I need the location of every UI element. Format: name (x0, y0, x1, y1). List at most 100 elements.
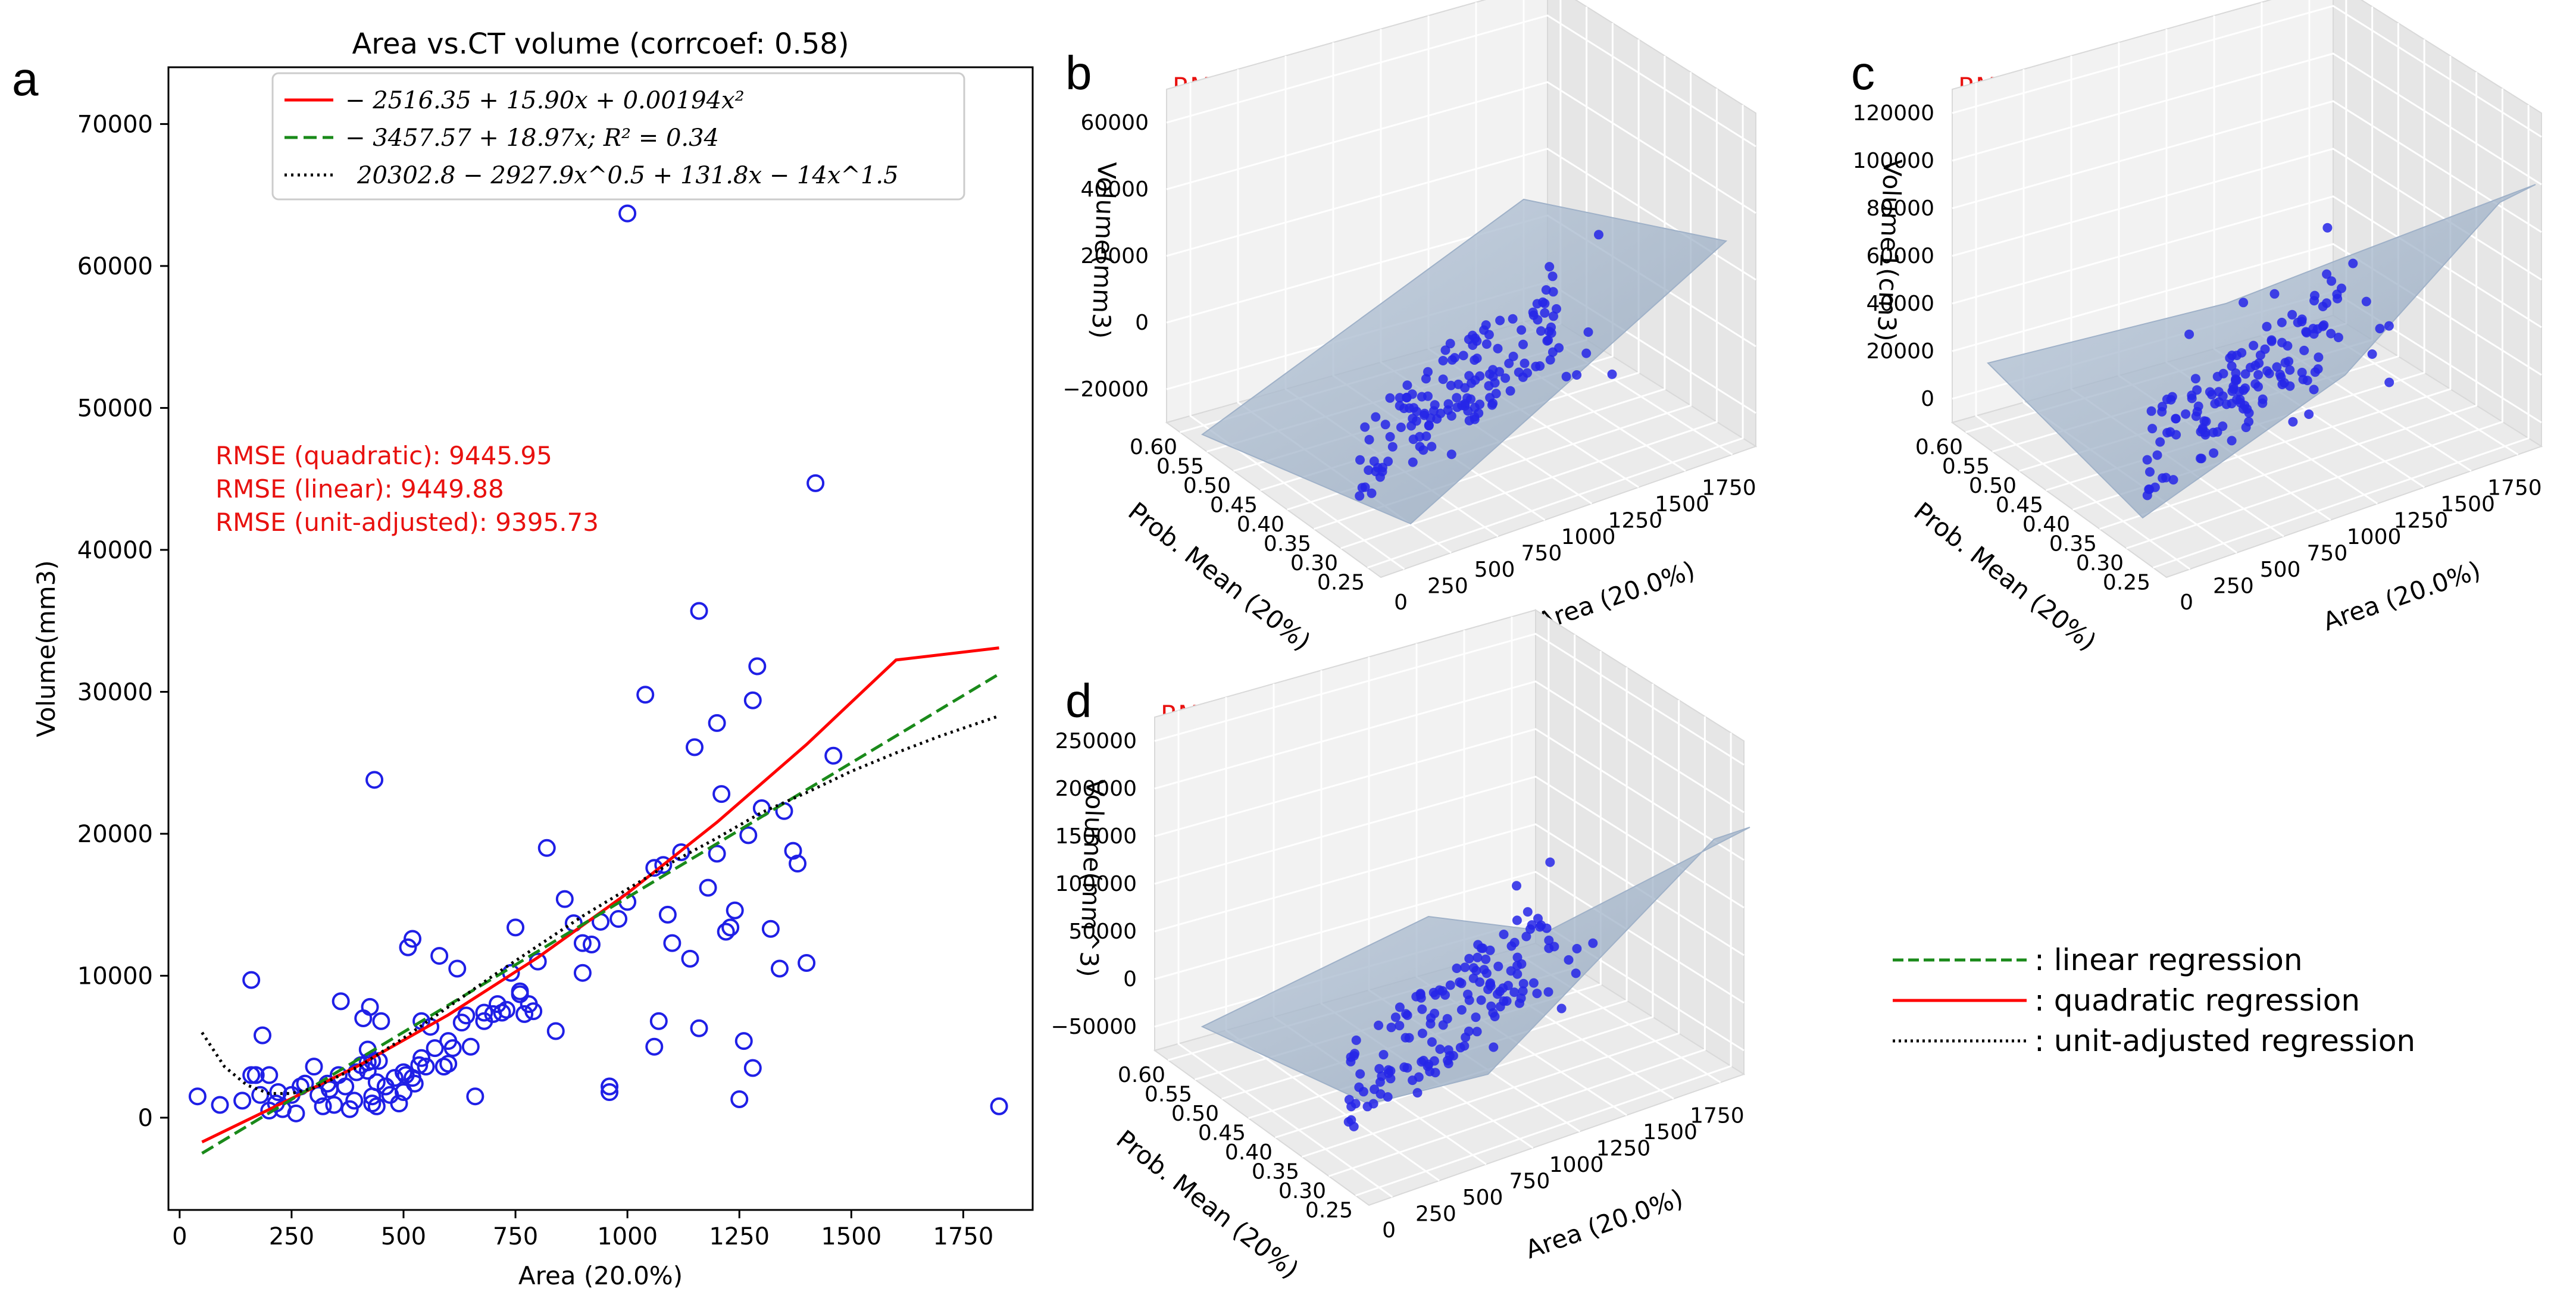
point-3d (2348, 258, 2358, 268)
point-3d (2262, 321, 2272, 331)
point-3d (1386, 1022, 1396, 1033)
x-axis-tick: 1500 (1655, 492, 1709, 517)
panel-letter-a: a (12, 52, 39, 105)
x-axis-tick: 1500 (2440, 492, 2495, 517)
point-3d (2146, 406, 2156, 416)
point-3d (1520, 358, 1530, 368)
point-3d (2168, 475, 2178, 485)
point-3d (1463, 406, 1473, 416)
data-point (399, 938, 417, 956)
point-3d (2264, 368, 2274, 379)
chart-a-plot-area (167, 66, 1034, 1211)
data-point (511, 985, 529, 1003)
x-grid-line (1340, 88, 1718, 549)
data-point (390, 1094, 408, 1113)
point-3d (1408, 457, 1418, 467)
y-grid-line (1975, 82, 2191, 570)
point-3d (1556, 1003, 1567, 1014)
x-axis-tick: 750 (2307, 541, 2348, 565)
rmse-unit-adjusted: RMSE (unit-adjusted): 9395.73 (215, 508, 599, 537)
x-axis-tick: 750 (1509, 1169, 1550, 1193)
data-point (242, 1066, 261, 1084)
point-3d (1460, 962, 1470, 972)
x-axis-tick: 0 (1394, 590, 1408, 615)
y-tick-label: 30000 (77, 678, 153, 706)
x-axis-tick: 1250 (1596, 1136, 1651, 1161)
point-3d (2193, 401, 2203, 411)
x-grid-line (1367, 105, 1744, 569)
point-3d (1371, 467, 1381, 477)
point-3d (1512, 969, 1523, 979)
data-point (573, 964, 592, 982)
x-axis-tick: 0 (1382, 1218, 1396, 1243)
point-3d (1427, 1037, 1437, 1047)
point-3d (1594, 230, 1603, 240)
point-3d (2319, 320, 2329, 330)
point-3d (1375, 1089, 1386, 1099)
z-grid-line (1154, 871, 1745, 1004)
legend-quadratic-equation: − 2516.35 + 15.90x + 0.00194x² (345, 87, 745, 114)
legend-unit-adjusted-equation: 20302.8 − 2927.9x^0.5 + 131.8x − 14x^1.5 (357, 162, 899, 189)
y-axis-tick: 0.45 (1198, 1121, 1246, 1146)
data-point (546, 1022, 565, 1040)
data-point (457, 1006, 476, 1025)
point-3d (1464, 953, 1474, 964)
point-3d (1383, 1092, 1393, 1102)
point-3d (2246, 362, 2255, 373)
y-axis-tick: 0.45 (1210, 493, 1258, 518)
point-3d (2199, 416, 2209, 426)
point-3d (1415, 442, 1425, 452)
x-tick-label: 500 (381, 1223, 426, 1250)
data-point (601, 1083, 619, 1102)
y-tick-label: 50000 (77, 395, 153, 422)
y-axis-tick: 0.35 (1264, 532, 1311, 556)
point-3d (1548, 287, 1558, 297)
point-3d (1508, 314, 1518, 324)
point-3d (2167, 392, 2177, 402)
data-point (734, 1032, 753, 1050)
data-point (361, 997, 379, 1016)
y-axis-tick: 0.25 (1317, 571, 1365, 595)
point-3d (1402, 392, 1412, 402)
point-3d (2227, 436, 2237, 446)
point-3d (1427, 442, 1437, 452)
point-3d (1390, 1012, 1400, 1022)
data-point (439, 1055, 458, 1073)
point-3d (2145, 467, 2155, 477)
data-point (743, 691, 762, 709)
point-3d (1357, 483, 1367, 493)
point-3d (1545, 355, 1555, 365)
y-tick-label: 40000 (77, 537, 153, 564)
point-3d (1503, 981, 1513, 990)
point-3d (1408, 1075, 1418, 1086)
point-3d (1521, 931, 1531, 942)
point-3d (1543, 335, 1553, 345)
z-grid-line (1154, 633, 1745, 766)
y-axis-tick: 0.50 (1183, 474, 1231, 498)
point-3d (2196, 454, 2206, 464)
x-tick-label: 1000 (597, 1223, 658, 1250)
point-3d (1504, 358, 1514, 368)
point-3d (1364, 465, 1374, 475)
point-3d (2309, 296, 2319, 306)
data-point (712, 785, 731, 803)
y-axis-tick: 0.55 (1156, 455, 1204, 479)
point-3d (1561, 371, 1571, 381)
point-3d (1355, 455, 1365, 465)
panel-a: a Area vs.CT volume (corrcoef: 0.58) 0 25… (12, 27, 1034, 1290)
x-tick-label: 0 (172, 1223, 187, 1250)
point-3d (1443, 405, 1453, 415)
legend-linear-equation: − 3457.57 + 18.97x; R² = 0.34 (345, 124, 719, 152)
point-3d (1588, 938, 1598, 948)
data-point (708, 714, 726, 732)
z-axis-tick: 60000 (1080, 111, 1149, 135)
y-axis-tick: 0.25 (2103, 571, 2150, 595)
axis-tick-labels: 025050075010001250150017500.600.550.500.… (1051, 729, 1744, 1243)
chart-a-title: Area vs.CT volume (corrcoef: 0.58) (352, 27, 849, 61)
chart-a-x-label: Area (20.0%) (518, 1261, 683, 1290)
data-point (609, 910, 628, 928)
data-point (672, 843, 690, 861)
y-axis-tick: 0.40 (2022, 512, 2070, 537)
point-3d (1549, 942, 1559, 952)
data-point (681, 949, 699, 968)
